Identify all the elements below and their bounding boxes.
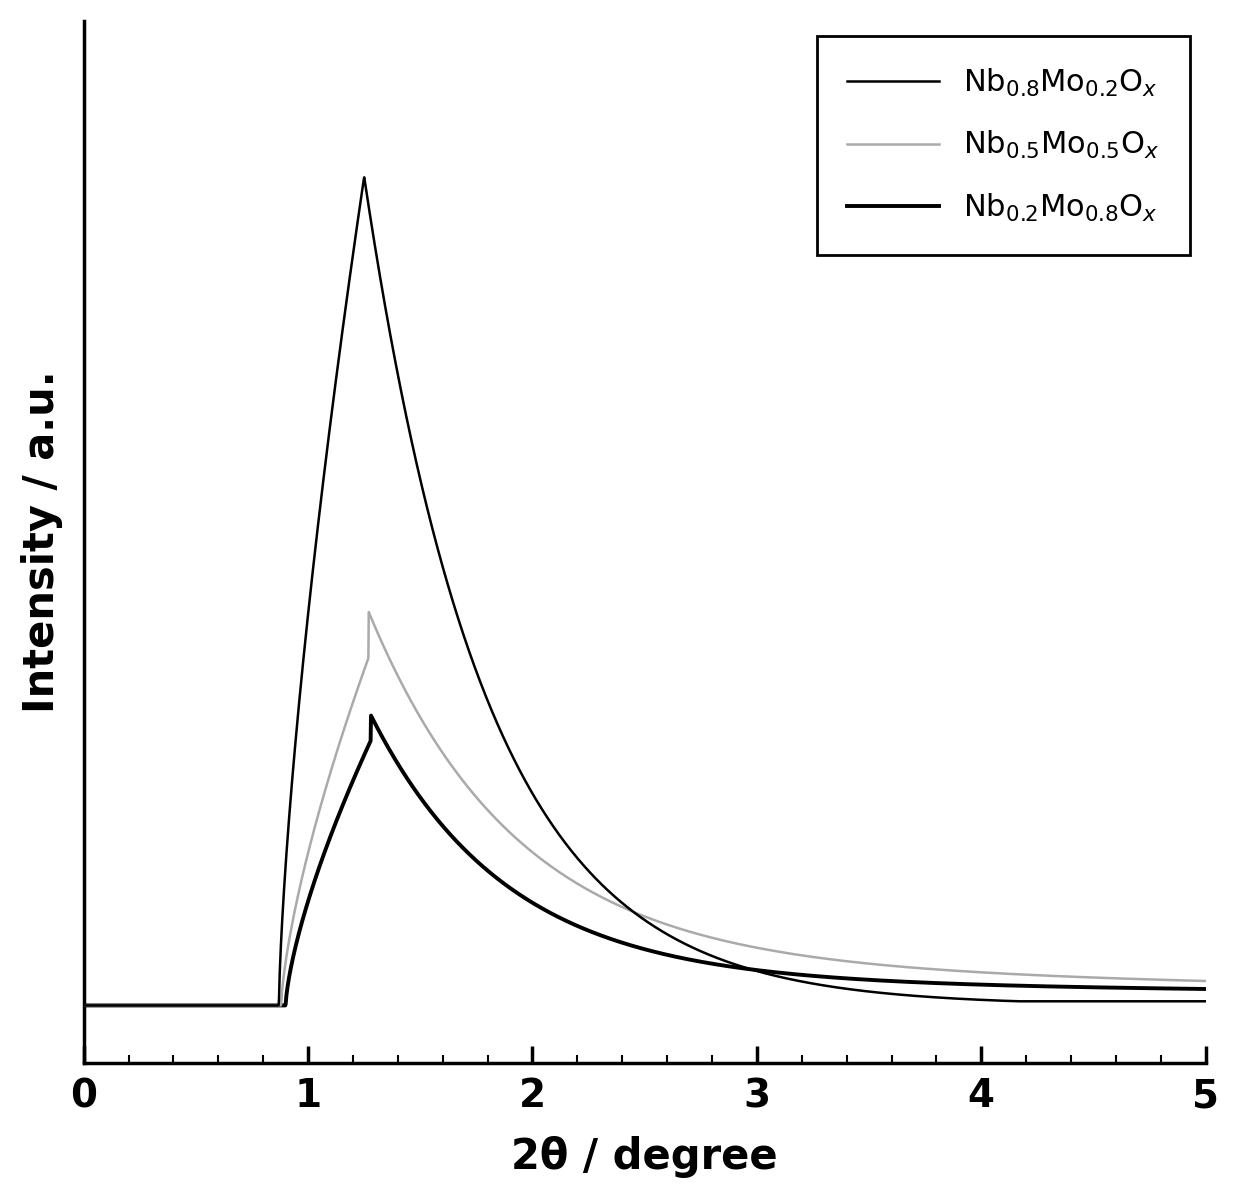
Nb$_{0.2}$Mo$_{0.8}$O$_x$ — [1055, 980, 1070, 994]
X-axis label: 2θ / degree: 2θ / degree — [511, 1137, 777, 1179]
Nb$_{0.2}$Mo$_{0.8}$O$_x$ — [205, 999, 219, 1013]
Line: Nb$_{0.5}$Mo$_{0.5}$O$_x$: Nb$_{0.5}$Mo$_{0.5}$O$_x$ — [83, 611, 1205, 1006]
Nb$_{0.5}$Mo$_{0.5}$O$_x$ — [76, 999, 91, 1013]
Nb$_{0.5}$Mo$_{0.5}$O$_x$ — [1177, 974, 1192, 988]
Legend: Nb$_{0.8}$Mo$_{0.2}$O$_x$, Nb$_{0.5}$Mo$_{0.5}$O$_x$, Nb$_{0.2}$Mo$_{0.8}$O$_x$: Nb$_{0.8}$Mo$_{0.2}$O$_x$, Nb$_{0.5}$Mo$… — [817, 36, 1190, 254]
Nb$_{0.8}$Mo$_{0.2}$O$_x$ — [1177, 994, 1192, 1008]
Nb$_{0.2}$Mo$_{0.8}$O$_x$ — [507, 884, 522, 898]
Nb$_{0.2}$Mo$_{0.8}$O$_x$ — [1177, 982, 1192, 996]
Nb$_{0.8}$Mo$_{0.2}$O$_x$ — [556, 832, 570, 846]
Nb$_{0.2}$Mo$_{0.8}$O$_x$ — [1198, 982, 1213, 996]
Y-axis label: Intensity / a.u.: Intensity / a.u. — [21, 370, 63, 713]
Nb$_{0.8}$Mo$_{0.2}$O$_x$ — [1198, 994, 1213, 1008]
Nb$_{0.2}$Mo$_{0.8}$O$_x$ — [76, 999, 91, 1013]
Nb$_{0.8}$Mo$_{0.2}$O$_x$ — [1055, 994, 1070, 1008]
Nb$_{0.2}$Mo$_{0.8}$O$_x$ — [363, 709, 378, 723]
Nb$_{0.5}$Mo$_{0.5}$O$_x$ — [556, 867, 570, 881]
Nb$_{0.8}$Mo$_{0.2}$O$_x$ — [205, 999, 219, 1013]
Line: Nb$_{0.2}$Mo$_{0.8}$O$_x$: Nb$_{0.2}$Mo$_{0.8}$O$_x$ — [83, 716, 1205, 1006]
Nb$_{0.5}$Mo$_{0.5}$O$_x$ — [1055, 969, 1070, 983]
Nb$_{0.5}$Mo$_{0.5}$O$_x$ — [205, 999, 219, 1013]
Nb$_{0.5}$Mo$_{0.5}$O$_x$ — [1198, 974, 1213, 988]
Nb$_{0.8}$Mo$_{0.2}$O$_x$ — [270, 999, 285, 1013]
Nb$_{0.2}$Mo$_{0.8}$O$_x$ — [556, 912, 570, 927]
Nb$_{0.8}$Mo$_{0.2}$O$_x$ — [507, 753, 522, 767]
Nb$_{0.2}$Mo$_{0.8}$O$_x$ — [270, 999, 285, 1013]
Nb$_{0.5}$Mo$_{0.5}$O$_x$ — [361, 604, 376, 619]
Nb$_{0.8}$Mo$_{0.2}$O$_x$ — [357, 170, 372, 185]
Nb$_{0.5}$Mo$_{0.5}$O$_x$ — [270, 999, 285, 1013]
Nb$_{0.5}$Mo$_{0.5}$O$_x$ — [507, 830, 522, 844]
Line: Nb$_{0.8}$Mo$_{0.2}$O$_x$: Nb$_{0.8}$Mo$_{0.2}$O$_x$ — [83, 177, 1205, 1006]
Nb$_{0.8}$Mo$_{0.2}$O$_x$ — [76, 999, 91, 1013]
